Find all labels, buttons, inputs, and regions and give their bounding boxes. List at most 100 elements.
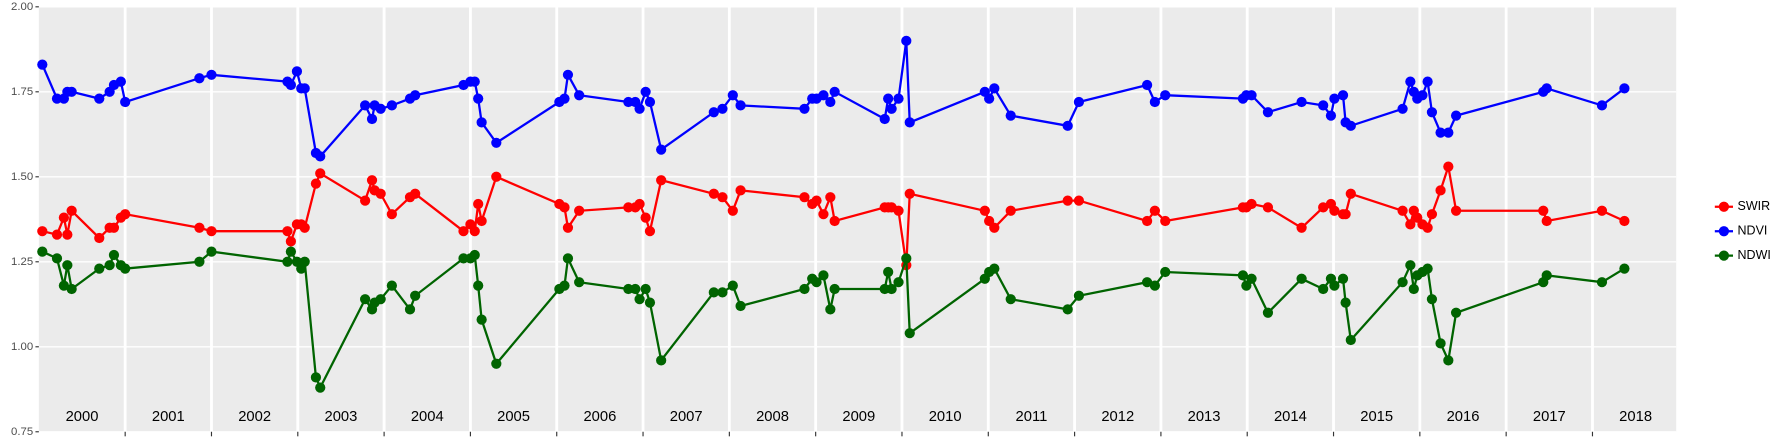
point (206, 246, 217, 257)
point (1405, 76, 1416, 87)
point (883, 266, 894, 278)
x-tick-label: 2017 (1533, 409, 1566, 425)
point (285, 236, 297, 247)
point (104, 260, 115, 271)
point (51, 253, 63, 264)
point (829, 86, 840, 97)
x-tick-label: 2005 (497, 409, 530, 425)
point (1340, 209, 1351, 220)
point (491, 358, 502, 369)
point (1246, 198, 1257, 210)
point (1596, 205, 1608, 216)
x-tick-label: 2011 (1016, 409, 1048, 425)
point (901, 253, 912, 264)
point (735, 185, 746, 196)
point (410, 90, 421, 101)
point (893, 93, 904, 104)
point (1062, 120, 1073, 131)
point (989, 263, 1000, 274)
point (360, 100, 371, 111)
point (58, 280, 70, 291)
point (476, 117, 487, 128)
point (491, 171, 502, 182)
x-tick-label: 2002 (238, 409, 271, 425)
point (108, 222, 120, 233)
point (1340, 297, 1351, 308)
point (735, 100, 746, 111)
point (1596, 277, 1608, 288)
point (656, 175, 667, 186)
y-tick-label: 2.00 (11, 1, 33, 13)
point (476, 314, 487, 325)
point (1325, 110, 1337, 121)
point (799, 103, 810, 114)
point (1422, 263, 1433, 274)
point (37, 226, 48, 237)
point (360, 294, 371, 305)
point (574, 205, 585, 216)
point (1318, 202, 1329, 213)
point (473, 280, 484, 291)
point (1345, 334, 1356, 346)
point (473, 198, 484, 210)
point (640, 283, 651, 295)
point (562, 69, 574, 80)
point (1073, 195, 1085, 206)
marks (37, 35, 1630, 393)
point (1005, 110, 1016, 121)
point (562, 253, 574, 264)
point (727, 90, 738, 101)
point (904, 117, 915, 128)
x-tick-label: 2007 (670, 409, 703, 425)
point (1296, 273, 1307, 284)
point (818, 270, 829, 281)
point (717, 192, 728, 203)
point (476, 215, 487, 227)
point (194, 222, 205, 233)
point (1262, 202, 1274, 213)
legend-swatch (1718, 250, 1730, 261)
point (1141, 79, 1153, 91)
point (1149, 96, 1160, 108)
legend: SWIR NDVI NDWI (1714, 199, 1771, 262)
legend-label: SWIR (1738, 199, 1771, 213)
point (1408, 283, 1419, 295)
point (1422, 222, 1433, 233)
point (62, 260, 73, 271)
point (893, 277, 904, 288)
point (120, 209, 131, 220)
point (315, 382, 326, 393)
point (989, 83, 1000, 94)
x-tick-label: 2013 (1188, 409, 1221, 425)
point (375, 103, 386, 114)
point (1345, 188, 1356, 199)
point (989, 222, 1000, 233)
point (37, 59, 48, 70)
point (1329, 93, 1340, 104)
point (559, 280, 570, 291)
point (1443, 161, 1454, 172)
x-tick-label: 2014 (1274, 409, 1307, 425)
point (51, 229, 63, 240)
point (1149, 205, 1160, 216)
point (1450, 307, 1462, 318)
point (656, 144, 667, 155)
point (1435, 185, 1446, 196)
point (386, 280, 397, 291)
point (1619, 83, 1630, 94)
point (206, 69, 217, 80)
point (410, 290, 421, 301)
x-tick-label: 2000 (66, 409, 99, 425)
point (979, 205, 990, 216)
point (299, 256, 310, 267)
point (1062, 304, 1073, 315)
point (1337, 273, 1349, 284)
point (727, 205, 738, 216)
point (1296, 96, 1307, 108)
point (717, 103, 728, 114)
point (1596, 100, 1608, 111)
point (282, 226, 293, 237)
point (1318, 100, 1329, 111)
point (1329, 280, 1340, 291)
